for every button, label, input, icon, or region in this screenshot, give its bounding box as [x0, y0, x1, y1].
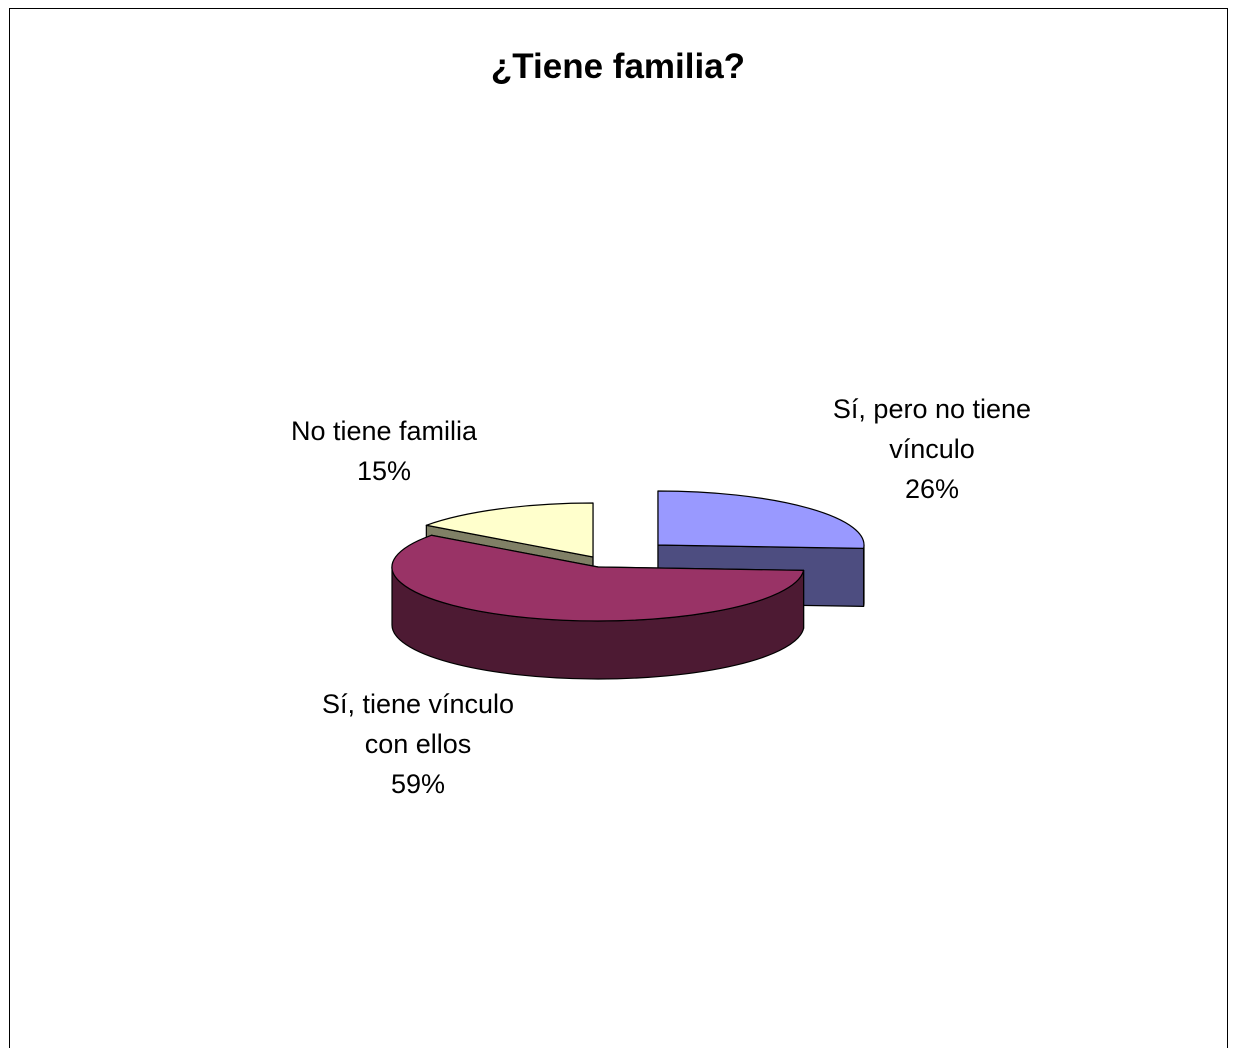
slice-percent-label: 26% [905, 474, 959, 504]
slice-category-label: con ellos [365, 729, 472, 759]
slice-percent-label: 59% [391, 769, 445, 799]
slice-category-label: Sí, tiene vínculo [322, 689, 514, 719]
slice-category-label: vínculo [889, 434, 975, 464]
slice-category-label: No tiene familia [291, 416, 478, 446]
slice-percent-label: 15% [357, 456, 411, 486]
slice-category-label: Sí, pero no tiene [833, 394, 1031, 424]
chart-title: ¿Tiene familia? [491, 47, 745, 86]
pie-group [392, 491, 864, 679]
slice-top-face [658, 491, 864, 548]
